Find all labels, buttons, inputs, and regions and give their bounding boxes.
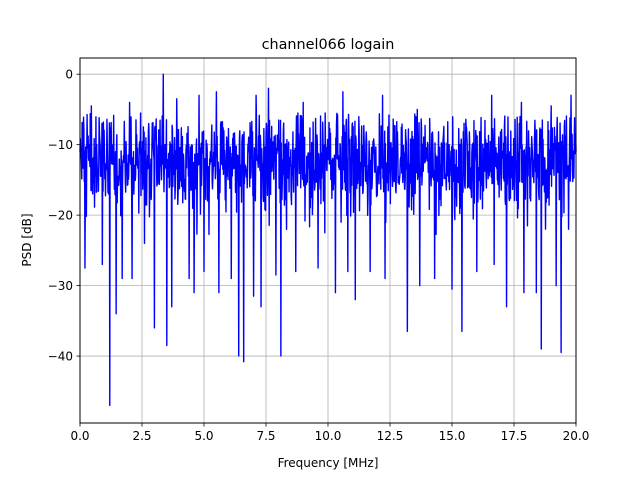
y-tick-label: −10 xyxy=(48,138,73,152)
x-axis: 0.0 2.5 5.0 7.5 10.0 12.5 15.0 17.5 20.0 xyxy=(70,423,589,443)
x-axis-label: Frequency [MHz] xyxy=(278,456,379,470)
x-tick-label: 7.5 xyxy=(256,429,275,443)
x-tick-label: 17.5 xyxy=(501,429,528,443)
x-tick-label: 0.0 xyxy=(70,429,89,443)
x-tick-label: 20.0 xyxy=(563,429,590,443)
x-tick-label: 10.0 xyxy=(315,429,342,443)
y-tick-label: −30 xyxy=(48,279,73,293)
y-axis-label: PSD [dB] xyxy=(20,213,34,266)
x-tick-label: 12.5 xyxy=(377,429,404,443)
y-tick-label: 0 xyxy=(65,68,73,82)
chart-title: channel066 logain xyxy=(262,37,395,53)
y-tick-label: −40 xyxy=(48,349,73,363)
y-tick-label: −20 xyxy=(48,208,73,222)
series-lines xyxy=(79,73,577,407)
y-axis: 0 −10 −20 −30 −40 xyxy=(48,68,80,363)
x-tick-label: 15.0 xyxy=(439,429,466,443)
x-tick-label: 5.0 xyxy=(194,429,213,443)
psd-series-line xyxy=(79,73,577,407)
x-tick-label: 2.5 xyxy=(132,429,151,443)
